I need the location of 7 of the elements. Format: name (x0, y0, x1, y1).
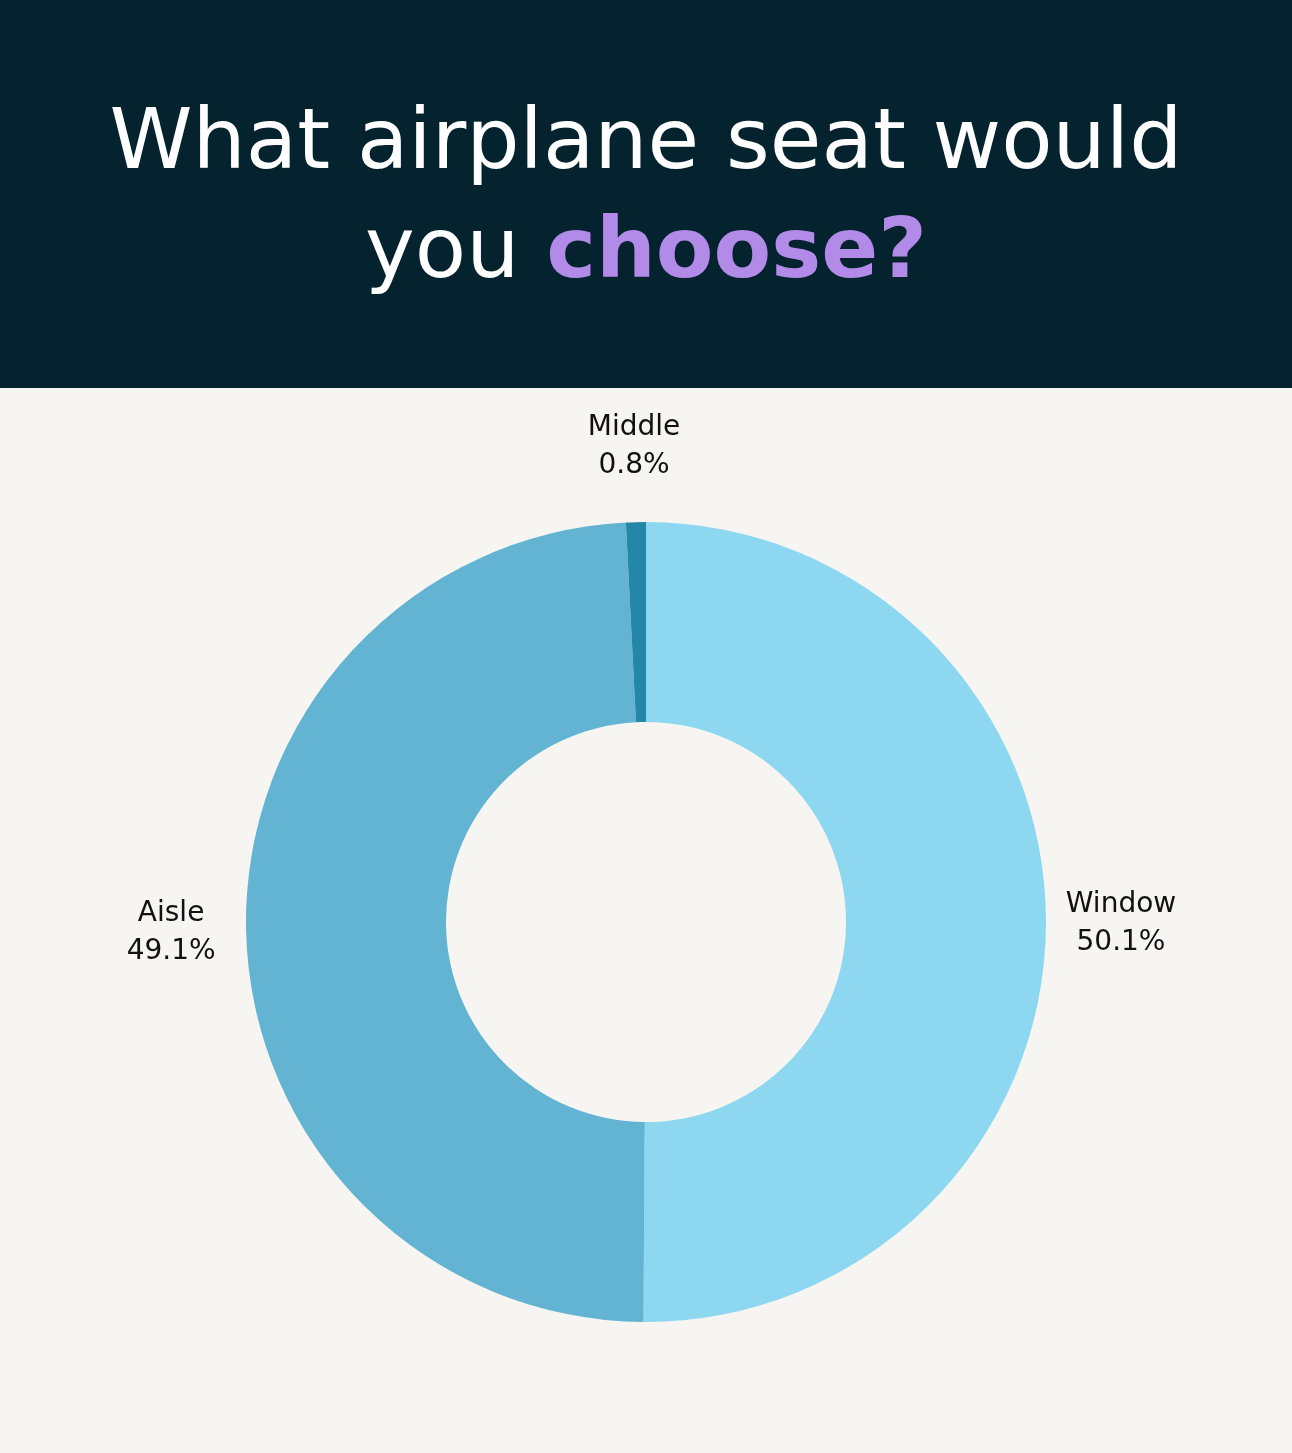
slice-label: Window (1065, 885, 1177, 919)
slice-label: Middle (587, 409, 681, 443)
data-label: 49.1% (126, 932, 216, 966)
data-label: 0.8% (598, 447, 670, 481)
slice-label: Aisle (137, 894, 205, 928)
data-label: 50.1% (1076, 923, 1166, 957)
chart-title: What airplane seat would you choose? (109, 89, 1183, 297)
